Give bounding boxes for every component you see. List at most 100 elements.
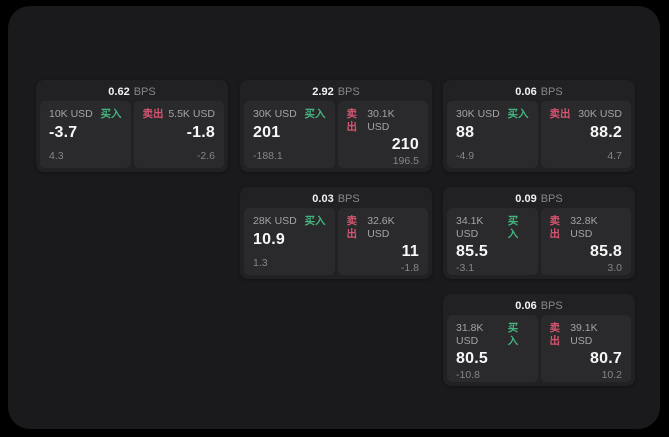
sell-panel[interactable]: 卖出 39.1K USD 80.7 10.2 [540, 315, 631, 382]
buy-side-label: 买入 [507, 215, 519, 240]
buy-price: 10.9 [253, 230, 285, 248]
buy-panel[interactable]: 34.1K USD 买入 85.5 -3.1 [447, 208, 538, 275]
sell-top-row: 卖出 5.5K USD [143, 108, 216, 121]
buy-top-row: 31.8K USD 买入 [456, 322, 529, 347]
spread-unit-label: BPS [540, 86, 563, 98]
buy-side-label: 买入 [304, 215, 326, 227]
buy-panel[interactable]: 28K USD 买入 10.9 1.3 [244, 208, 335, 275]
buy-top-row: 30K USD 买入 [456, 108, 529, 121]
sell-price: -1.8 [186, 123, 215, 141]
sell-panel[interactable]: 卖出 30.1K USD 210 196.5 [337, 101, 428, 168]
spread-value: 2.92 [312, 86, 334, 98]
sell-side-label: 卖出 [142, 108, 164, 120]
spread-unit-label: BPS [540, 193, 563, 205]
sell-delta: 4.7 [607, 150, 622, 162]
sell-panel[interactable]: 卖出 32.6K USD 11 -1.8 [337, 208, 428, 275]
quote-panels: 31.8K USD 买入 80.5 -10.8 卖出 39.1K USD 80.… [443, 315, 635, 382]
buy-top-row: 10K USD 买入 [49, 108, 122, 121]
quote-card: 0.03 BPS 28K USD 买入 10.9 1.3 卖出 32.6K US… [240, 187, 432, 279]
sell-delta: -1.8 [400, 261, 419, 274]
spread-header: 0.09 BPS [443, 187, 635, 208]
buy-price: 88 [456, 123, 475, 141]
quote-card: 0.06 BPS 31.8K USD 买入 80.5 -10.8 卖出 39.1… [443, 294, 635, 386]
buy-size: 30K USD [456, 108, 500, 120]
spread-unit-label: BPS [337, 86, 360, 98]
buy-delta: -4.9 [456, 150, 475, 162]
buy-side-label: 买入 [507, 108, 529, 120]
sell-panel[interactable]: 卖出 32.8K USD 85.8 3.0 [540, 208, 631, 275]
sell-side-label: 卖出 [549, 108, 571, 120]
sell-price: 80.7 [590, 350, 622, 368]
spread-header: 0.62 BPS [36, 80, 228, 101]
buy-delta: 4.3 [49, 150, 64, 162]
sell-size: 32.6K USD [367, 215, 395, 240]
spread-value: 0.06 [515, 86, 537, 98]
sell-delta: 10.2 [601, 368, 622, 381]
buy-size: 10K USD [49, 108, 93, 120]
spread-unit-label: BPS [540, 300, 563, 312]
spread-unit-label: BPS [133, 86, 156, 98]
sell-side-label: 卖出 [549, 215, 561, 240]
sell-size: 32.8K USD [570, 215, 598, 240]
buy-delta: -188.1 [253, 150, 283, 162]
buy-size: 30K USD [253, 108, 297, 120]
buy-panel[interactable]: 30K USD 买入 88 -4.9 [447, 101, 538, 168]
sell-size: 5.5K USD [168, 108, 215, 120]
quote-card: 0.06 BPS 30K USD 买入 88 -4.9 卖出 30K USD 8… [443, 80, 635, 172]
spread-value: 0.03 [312, 193, 334, 205]
spread-value: 0.09 [515, 193, 537, 205]
buy-price: 85.5 [456, 243, 488, 261]
quote-card: 2.92 BPS 30K USD 买入 201 -188.1 卖出 30.1K … [240, 80, 432, 172]
quotes-board: 0.62 BPS 10K USD 买入 -3.7 4.3 卖出 5.5K USD… [8, 6, 660, 429]
sell-panel[interactable]: 卖出 5.5K USD -1.8 -2.6 [133, 101, 224, 168]
sell-top-row: 卖出 32.6K USD [347, 215, 420, 240]
spread-header: 0.06 BPS [443, 80, 635, 101]
spread-value: 0.06 [515, 300, 537, 312]
buy-panel[interactable]: 30K USD 买入 201 -188.1 [244, 101, 335, 168]
spread-value: 0.62 [108, 86, 130, 98]
sell-side-label: 卖出 [549, 322, 561, 347]
sell-delta: 196.5 [392, 154, 419, 167]
quote-card: 0.62 BPS 10K USD 买入 -3.7 4.3 卖出 5.5K USD… [36, 80, 228, 172]
buy-delta: -3.1 [456, 261, 475, 274]
sell-delta: -2.6 [196, 150, 215, 162]
buy-price: 201 [253, 123, 281, 141]
buy-size: 31.8K USD [456, 322, 484, 347]
quote-panels: 10K USD 买入 -3.7 4.3 卖出 5.5K USD -1.8 -2.… [36, 101, 228, 168]
sell-top-row: 卖出 32.8K USD [550, 215, 623, 240]
sell-top-row: 卖出 30.1K USD [347, 108, 420, 133]
buy-panel[interactable]: 10K USD 买入 -3.7 4.3 [40, 101, 131, 168]
spread-unit-label: BPS [337, 193, 360, 205]
sell-size: 30K USD [578, 108, 622, 120]
buy-panel[interactable]: 31.8K USD 买入 80.5 -10.8 [447, 315, 538, 382]
sell-side-label: 卖出 [346, 108, 358, 133]
sell-side-label: 卖出 [346, 215, 358, 240]
spread-header: 2.92 BPS [240, 80, 432, 101]
buy-price: 80.5 [456, 350, 488, 368]
buy-top-row: 28K USD 买入 [253, 215, 326, 228]
quote-panels: 34.1K USD 买入 85.5 -3.1 卖出 32.8K USD 85.8… [443, 208, 635, 275]
spread-header: 0.06 BPS [443, 294, 635, 315]
buy-price: -3.7 [49, 123, 78, 141]
buy-side-label: 买入 [304, 108, 326, 120]
sell-delta: 3.0 [607, 261, 622, 274]
sell-price: 85.8 [590, 243, 622, 261]
buy-size: 28K USD [253, 215, 297, 227]
sell-price: 88.2 [590, 123, 622, 141]
quote-panels: 28K USD 买入 10.9 1.3 卖出 32.6K USD 11 -1.8 [240, 208, 432, 275]
sell-size: 30.1K USD [367, 108, 395, 133]
sell-price: 210 [391, 136, 419, 154]
buy-delta: 1.3 [253, 257, 268, 269]
buy-size: 34.1K USD [456, 215, 484, 240]
quote-card: 0.09 BPS 34.1K USD 买入 85.5 -3.1 卖出 32.8K… [443, 187, 635, 279]
sell-top-row: 卖出 39.1K USD [550, 322, 623, 347]
quote-panels: 30K USD 买入 201 -188.1 卖出 30.1K USD 210 1… [240, 101, 432, 168]
buy-side-label: 买入 [100, 108, 122, 120]
sell-price: 11 [401, 243, 419, 261]
spread-header: 0.03 BPS [240, 187, 432, 208]
sell-top-row: 卖出 30K USD [550, 108, 623, 121]
buy-top-row: 34.1K USD 买入 [456, 215, 529, 240]
sell-panel[interactable]: 卖出 30K USD 88.2 4.7 [540, 101, 631, 168]
buy-top-row: 30K USD 买入 [253, 108, 326, 121]
buy-side-label: 买入 [507, 322, 519, 347]
